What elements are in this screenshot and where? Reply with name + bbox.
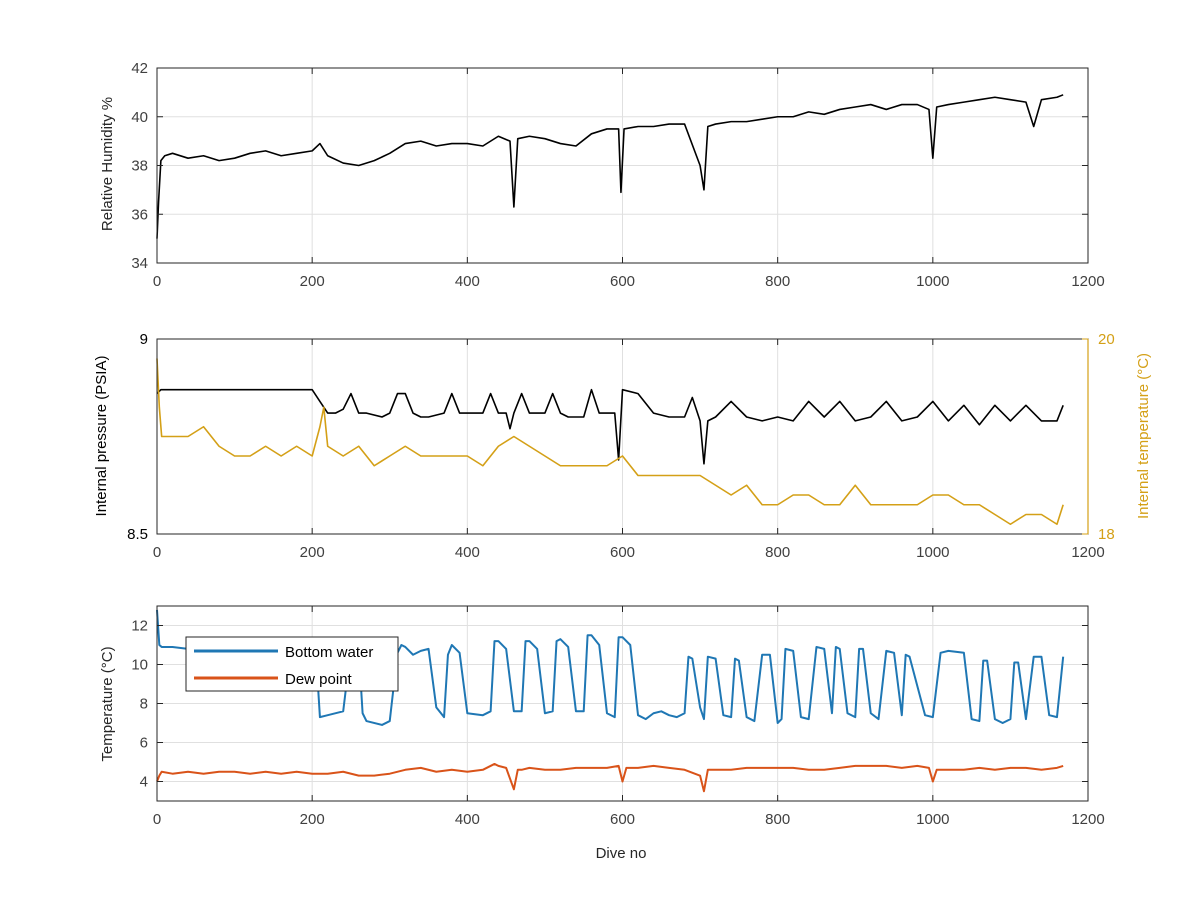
pressure-xtick-label: 1000: [916, 544, 949, 561]
temperature-panel: 0 200 400 600 800 1000 1200 4 6 8 10 12 Temperature …: [99, 605, 1105, 862]
temperature-ytick-label: 10: [131, 657, 148, 674]
x-axis-label: Dive no: [596, 845, 647, 862]
temperature-ytick-label: 6: [140, 735, 148, 752]
temperature-xtick-label: 800: [765, 811, 790, 828]
temperature-xtick-label: 400: [455, 811, 480, 828]
pressure-xtick-label: 600: [610, 544, 635, 561]
legend-label-dew-point: Dew point: [285, 671, 353, 688]
humidity-xtick-label: 1200: [1071, 273, 1104, 290]
pressure-xtick-label: 800: [765, 544, 790, 561]
temperature-line-dew-point: [156, 762, 1064, 793]
temperature-xtick-label: 1000: [916, 811, 949, 828]
humidity-xtick-label: 600: [610, 273, 635, 290]
temperature-xtick-label: 0: [153, 811, 161, 828]
pressure-xtick-label: 200: [300, 544, 325, 561]
legend: [185, 636, 399, 692]
temperature-ytick-label: 12: [131, 618, 148, 635]
humidity-ylabel: Relative Humidity %: [99, 97, 116, 231]
pressure-line-series-0: [156, 388, 1064, 465]
pressure-ytick-label: 9: [140, 331, 148, 348]
pressure-ytick-label: 8.5: [127, 526, 148, 543]
humidity-ytick-label: 42: [131, 60, 148, 77]
pressure-panel: 0 200 400 600 800 1000 1200 8.5 9 18 20 Internal pr…: [93, 331, 1152, 561]
pressure-xtick-label: 0: [153, 544, 161, 561]
pressure-y2tick-label: 18: [1098, 526, 1115, 543]
temperature-ytick-label: 4: [140, 774, 148, 791]
humidity-xtick-label: 800: [765, 273, 790, 290]
temperature-ytick-label: 8: [140, 696, 148, 713]
temperature-line-bottom-water: [156, 609, 1065, 726]
temperature-xtick-label: 200: [300, 811, 325, 828]
humidity-xtick-label: 200: [300, 273, 325, 290]
humidity-xtick-label: 1000: [916, 273, 949, 290]
humidity-ytick-label: 38: [131, 158, 148, 175]
pressure-line-series-1: [156, 358, 1064, 526]
humidity-panel: 0 200 400 600 800 1000 1200 34 36 38 40 42 Relative …: [99, 60, 1105, 290]
internal-temperature-ylabel: Internal temperature (°C): [1135, 353, 1152, 519]
temperature-ylabel: Temperature (°C): [99, 646, 116, 761]
pressure-y2tick-label: 20: [1098, 331, 1115, 348]
humidity-ytick-label: 34: [131, 255, 148, 272]
humidity-line-series-0: [156, 94, 1064, 239]
humidity-ytick-label: 36: [131, 206, 148, 223]
temperature-xtick-label: 600: [610, 811, 635, 828]
humidity-xtick-label: 400: [455, 273, 480, 290]
legend-box: [185, 636, 399, 692]
pressure-ylabel: Internal pressure (PSIA): [93, 356, 110, 517]
pressure-xtick-label: 1200: [1071, 544, 1104, 561]
legend-label-bottom-water: Bottom water: [285, 644, 373, 661]
temperature-xtick-label: 1200: [1071, 811, 1104, 828]
pressure-xtick-label: 400: [455, 544, 480, 561]
humidity-xtick-label: 0: [153, 273, 161, 290]
humidity-ytick-label: 40: [131, 109, 148, 126]
